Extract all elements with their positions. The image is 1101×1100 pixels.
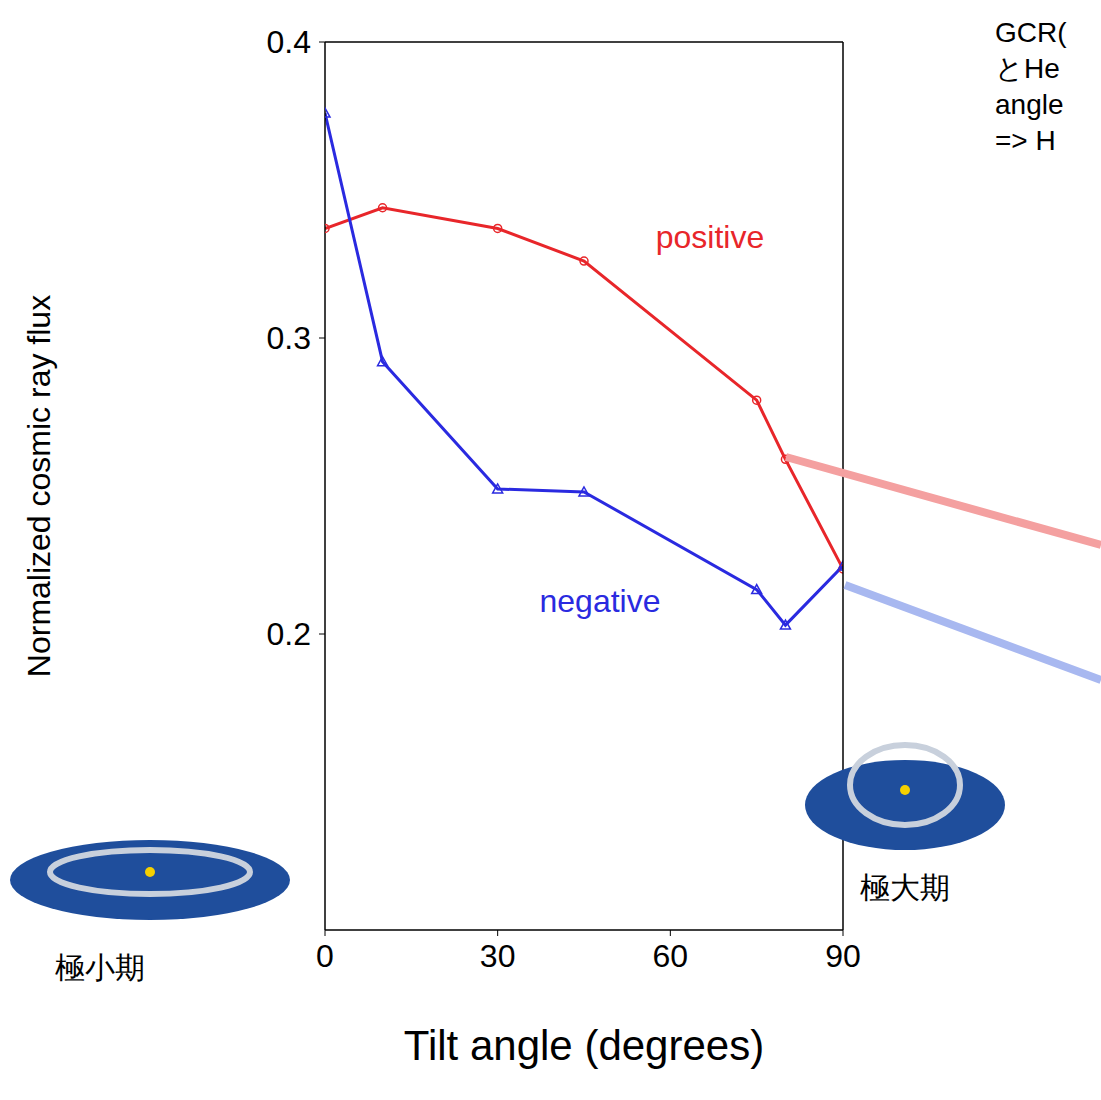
svg-text:30: 30 [480, 938, 516, 974]
svg-text:Tilt angle (degrees): Tilt angle (degrees) [404, 1022, 764, 1069]
svg-text:angle: angle [995, 89, 1064, 120]
svg-text:0.2: 0.2 [267, 616, 311, 652]
svg-text:0: 0 [316, 938, 334, 974]
svg-text:negative: negative [540, 583, 661, 619]
svg-text:60: 60 [653, 938, 689, 974]
svg-text:0.3: 0.3 [267, 320, 311, 356]
svg-text:positive: positive [656, 219, 765, 255]
svg-text:とHe: とHe [995, 53, 1060, 84]
svg-text:Normalized cosmic ray flux: Normalized cosmic ray flux [21, 295, 57, 677]
svg-text:極大期: 極大期 [860, 871, 950, 904]
svg-text:極小期: 極小期 [55, 951, 145, 984]
svg-text:=> H: => H [995, 125, 1056, 156]
svg-text:0.4: 0.4 [267, 24, 311, 60]
svg-text:90: 90 [825, 938, 861, 974]
svg-text:GCR(: GCR( [995, 17, 1067, 48]
